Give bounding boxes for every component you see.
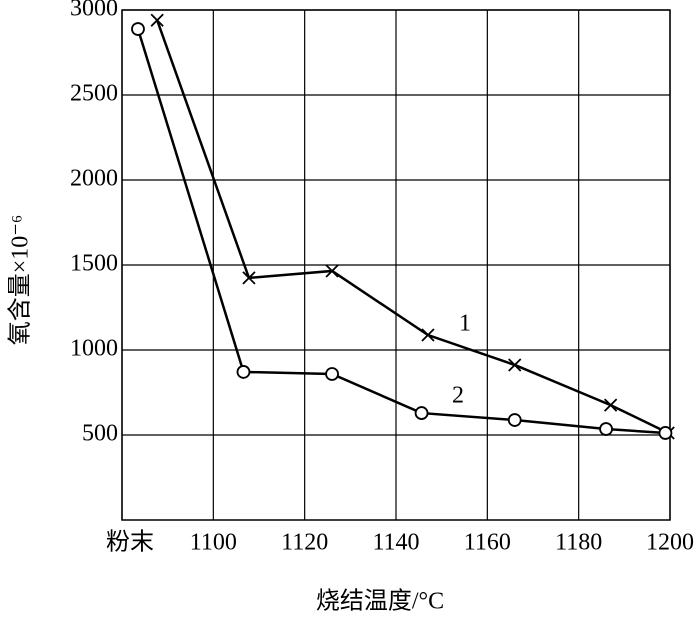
x-tick-label: 1140	[372, 530, 419, 556]
marker	[508, 358, 522, 372]
marker	[507, 413, 522, 427]
x-tick-label: 1120	[281, 530, 328, 556]
series-label: 1	[459, 311, 471, 337]
marker	[325, 367, 339, 381]
y-tick-label: 2000	[70, 166, 118, 192]
marker	[236, 365, 251, 379]
marker	[599, 422, 613, 436]
x-tick-label: 粉末	[106, 529, 154, 556]
series-label: 2	[452, 383, 464, 409]
y-tick-label: 500	[82, 421, 118, 447]
y-tick-label: 3000	[70, 0, 118, 22]
marker	[603, 398, 618, 412]
x-tick-label: 1180	[555, 530, 602, 556]
marker	[414, 406, 429, 420]
marker	[421, 328, 435, 342]
marker	[658, 426, 673, 440]
x-tick-label: 1100	[190, 530, 237, 556]
line	[136, 28, 666, 435]
y-tick-label: 1500	[70, 251, 118, 277]
x-tick-label: 1160	[464, 530, 511, 556]
y-tick-label: 2500	[70, 81, 118, 107]
marker	[242, 271, 256, 285]
x-tick-label: 1200	[646, 530, 694, 556]
y-tick-label: 1000	[70, 336, 118, 362]
x-axis-label: 烧结温度/°C	[316, 588, 444, 615]
y-axis-label: 氧含量×10⁻⁶	[7, 215, 34, 346]
line	[155, 19, 669, 435]
marker	[150, 13, 164, 27]
marker	[131, 22, 145, 36]
marker	[325, 264, 339, 278]
